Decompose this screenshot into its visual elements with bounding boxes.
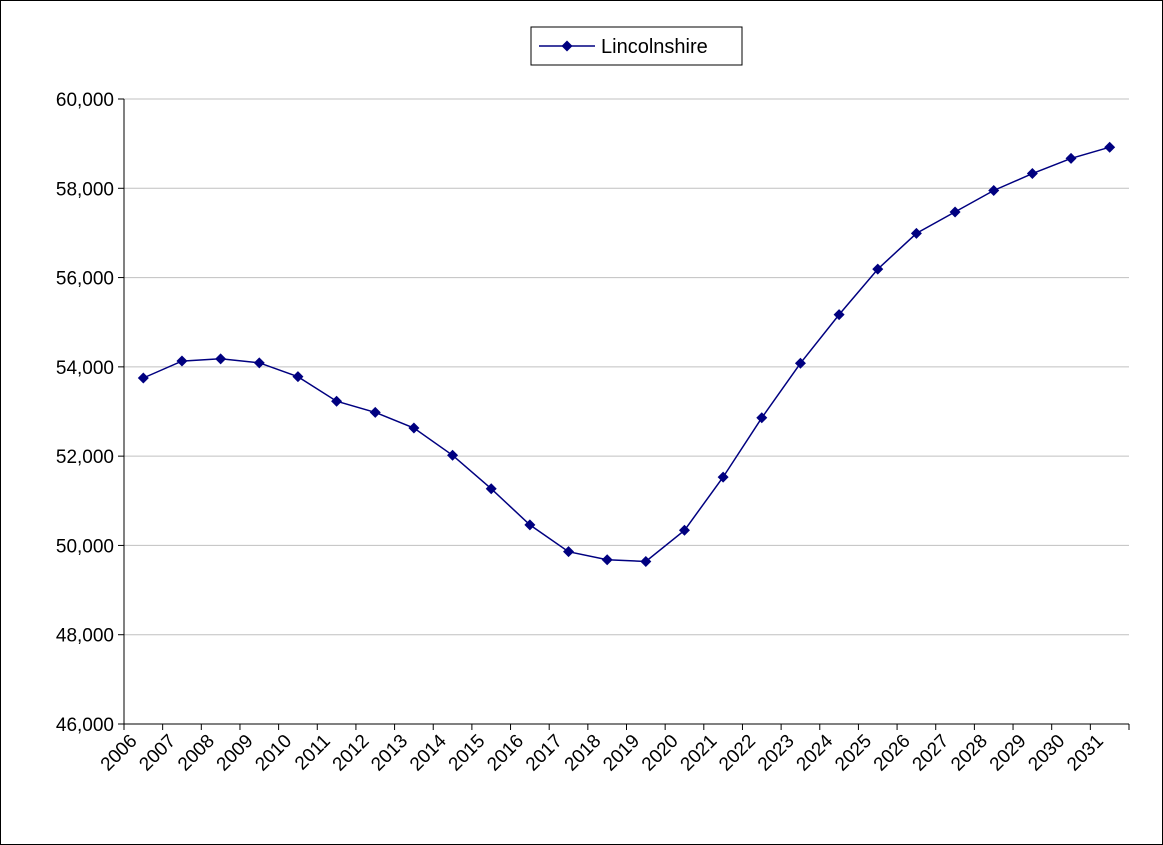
x-tick-label: 2020 [638, 731, 683, 776]
x-tick-label: 2006 [97, 731, 142, 776]
y-tick-label: 50,000 [56, 536, 114, 557]
data-point-marker [794, 357, 806, 369]
data-point-marker [176, 355, 188, 367]
data-point-marker [640, 556, 652, 567]
x-tick-label: 2011 [291, 731, 335, 775]
x-tick-label: 2030 [1024, 731, 1069, 776]
y-tick-label: 56,000 [56, 269, 114, 290]
x-tick-label: 2019 [599, 731, 644, 776]
data-point-marker [678, 524, 690, 536]
x-axis-ticks: 2006200720082009201020112012201320142015… [97, 724, 1130, 776]
y-tick-label: 60,000 [56, 90, 114, 111]
y-tick-label: 58,000 [56, 179, 114, 200]
legend-label: Lincolnshire [601, 36, 708, 58]
y-tick-label: 48,000 [56, 626, 114, 647]
data-point-marker [524, 519, 536, 531]
data-point-marker [292, 371, 304, 383]
x-tick-label: 2023 [754, 731, 799, 776]
data-point-marker [369, 406, 381, 418]
x-tick-label: 2015 [445, 731, 490, 776]
x-tick-label: 2028 [947, 731, 992, 776]
y-tick-label: 52,000 [56, 447, 114, 468]
data-point-marker [601, 554, 613, 566]
legend-marker-diamond [561, 40, 573, 52]
legend: Lincolnshire [530, 26, 743, 66]
x-tick-label: 2026 [870, 731, 915, 776]
data-point-marker [1026, 168, 1038, 180]
data-point-marker [910, 227, 922, 239]
x-tick-label: 2010 [251, 731, 296, 776]
data-point-marker [485, 483, 497, 495]
data-point-marker [408, 422, 420, 434]
y-tick-label: 46,000 [56, 715, 114, 736]
x-tick-label: 2021 [677, 731, 722, 776]
x-tick-label: 2025 [831, 731, 876, 776]
x-tick-label: 2031 [1063, 731, 1108, 776]
x-tick-label: 2007 [135, 731, 180, 776]
data-point-marker [137, 372, 149, 384]
x-tick-label: 2012 [329, 731, 374, 776]
data-point-marker [331, 395, 343, 407]
x-tick-label: 2008 [174, 731, 219, 776]
data-point-marker [563, 546, 575, 558]
series-line-lincolnshire [142, 146, 1110, 563]
data-point-marker [447, 449, 459, 461]
data-point-marker [1065, 152, 1077, 164]
series-markers [137, 141, 1116, 567]
x-tick-label: 2016 [483, 731, 528, 776]
x-tick-label: 2029 [986, 731, 1031, 776]
x-tick-label: 2024 [793, 730, 838, 775]
data-point-marker [756, 412, 768, 424]
y-axis-ticks: 46,000 48,000 50,000 52,000 54,000 56,000 58,0… [56, 90, 124, 736]
data-point-marker [872, 263, 884, 275]
axes [123, 99, 1129, 725]
data-point-marker [833, 309, 845, 321]
data-point-marker [215, 353, 227, 365]
x-tick-label: 2018 [561, 731, 606, 776]
data-point-marker [949, 206, 961, 218]
x-tick-label: 2022 [715, 731, 760, 776]
x-tick-label: 2017 [522, 731, 567, 776]
gridlines [124, 98, 1129, 636]
data-point-marker [988, 185, 1000, 197]
y-tick-label: 54,000 [56, 358, 114, 379]
x-tick-label: 2013 [367, 731, 412, 776]
x-tick-label: 2027 [909, 731, 954, 776]
series-lincolnshire [137, 141, 1116, 567]
data-point-marker [1104, 141, 1116, 153]
x-tick-label: 2009 [213, 731, 258, 776]
data-point-marker [717, 471, 729, 483]
x-tick-label: 2014 [406, 730, 451, 775]
